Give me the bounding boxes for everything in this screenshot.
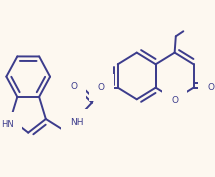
Text: O: O <box>171 96 178 105</box>
Text: HN: HN <box>1 120 14 129</box>
Text: NH: NH <box>70 118 84 127</box>
Text: O: O <box>98 83 104 92</box>
Text: O: O <box>70 82 77 91</box>
Text: O: O <box>207 83 214 92</box>
